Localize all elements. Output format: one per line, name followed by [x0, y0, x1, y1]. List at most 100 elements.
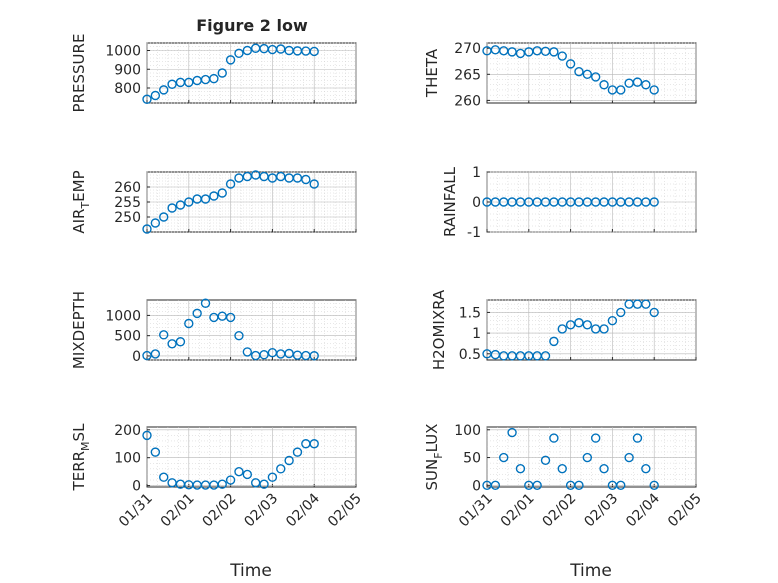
- y-tick-label: 1000: [105, 308, 141, 324]
- subplot-theta: 260 265 270 THETA: [423, 41, 697, 109]
- x-tick-label: 02/04: [283, 490, 323, 530]
- y-tick-label: 200: [114, 423, 141, 439]
- data-point: [234, 48, 244, 59]
- y-tick-label: 1: [472, 326, 481, 342]
- data-point: [549, 336, 559, 347]
- y-tick-label: 1: [472, 165, 481, 181]
- data-point: [582, 452, 593, 463]
- data-point: [557, 51, 567, 61]
- data-point: [616, 85, 626, 95]
- y-tick-label: 100: [114, 451, 141, 467]
- y-tick-label: 50: [463, 451, 481, 467]
- y-tick-label: 250: [114, 210, 141, 226]
- x-tick-label: 02/01: [158, 491, 198, 531]
- data-point: [259, 350, 269, 360]
- y-axis-ticks: 0 100 200: [114, 423, 141, 495]
- data-point: [225, 312, 236, 323]
- data-point: [175, 200, 186, 210]
- data-point: [507, 427, 517, 438]
- x-axis-ticks: 01/31 02/01 02/02 02/03 02/04 02/05: [456, 490, 705, 530]
- data-point: [184, 77, 194, 88]
- grid-layer: [486, 42, 697, 103]
- x-tick-label: 02/02: [540, 491, 580, 531]
- data-markers: [142, 298, 319, 361]
- data-point: [142, 430, 152, 441]
- y-axis-ticks: 0 50 100: [454, 423, 481, 495]
- data-point: [276, 464, 286, 474]
- data-point: [200, 194, 211, 204]
- data-point: [574, 66, 584, 77]
- data-point: [184, 197, 194, 207]
- data-point: [649, 197, 659, 207]
- x-tick-label: 02/02: [200, 491, 240, 531]
- data-markers: [142, 430, 319, 490]
- data-point: [259, 479, 269, 489]
- y-tick-label: 1.5: [459, 305, 481, 321]
- data-point: [515, 463, 526, 474]
- y-tick-label: 0.5: [459, 347, 481, 363]
- x-axis-ticks: 01/31 02/01 02/02 02/03 02/04 02/05: [116, 490, 365, 530]
- data-point: [540, 455, 551, 466]
- y-label-subscript: F: [432, 452, 445, 458]
- subplot-sun-flux: 0 50 100 01/31 02/01 02/02 02/03 02/04 02/05 SU…: [423, 423, 705, 581]
- data-point: [540, 351, 551, 361]
- data-point: [175, 337, 186, 347]
- y-axis-label: THETA: [423, 48, 441, 98]
- data-point: [574, 480, 584, 491]
- y-tick-label: 1000: [105, 44, 141, 60]
- data-point: [565, 320, 576, 330]
- data-point: [565, 59, 576, 69]
- data-markers: [482, 427, 659, 491]
- y-axis-label: PRESSURE: [70, 34, 88, 113]
- y-axis-label: TERRMSL: [70, 423, 92, 492]
- data-point: [557, 324, 567, 334]
- y-tick-label: 265: [454, 67, 481, 83]
- data-point: [150, 447, 161, 457]
- data-point: [549, 47, 559, 57]
- x-tick-label: 01/31: [116, 491, 156, 531]
- data-point: [159, 85, 169, 95]
- grid-layer: [146, 427, 357, 487]
- data-point: [184, 318, 194, 329]
- data-point: [632, 77, 643, 87]
- data-point: [557, 463, 567, 474]
- y-axis-ticks: 0 500 1000: [105, 308, 141, 365]
- data-point: [582, 69, 593, 80]
- data-markers: [142, 170, 319, 234]
- grid-layer: [486, 171, 697, 233]
- data-point: [574, 318, 584, 328]
- data-point: [217, 68, 227, 78]
- data-point: [301, 174, 311, 185]
- data-point: [242, 45, 253, 56]
- data-point: [150, 218, 161, 228]
- y-tick-label: 500: [114, 329, 141, 345]
- grid-layer: [486, 299, 697, 360]
- data-point: [192, 308, 202, 319]
- data-markers: [142, 43, 319, 104]
- data-point: [167, 203, 177, 213]
- data-point: [225, 179, 236, 189]
- y-axis-ticks: 260 265 270: [454, 41, 481, 109]
- data-point: [159, 330, 169, 340]
- data-point: [624, 452, 634, 463]
- data-point: [292, 447, 303, 457]
- data-point: [632, 433, 643, 443]
- subplot-pressure: 800 900 1000 PRESSURE: [70, 34, 357, 113]
- data-point: [582, 320, 593, 330]
- y-label-subscript: M: [79, 441, 92, 451]
- data-point: [599, 324, 609, 334]
- data-markers: [482, 197, 659, 207]
- data-point: [590, 72, 601, 82]
- data-point: [616, 307, 626, 318]
- y-axis-ticks: 0.5 1 1.5: [459, 305, 481, 362]
- data-point: [649, 307, 659, 318]
- x-tick-label: 02/01: [498, 491, 538, 531]
- x-tick-label: 02/05: [665, 491, 705, 531]
- data-point: [607, 315, 618, 326]
- data-point: [167, 79, 177, 89]
- data-point: [150, 349, 161, 359]
- y-axis-label: AIRTEMP: [70, 170, 92, 233]
- y-tick-label: 270: [454, 41, 481, 57]
